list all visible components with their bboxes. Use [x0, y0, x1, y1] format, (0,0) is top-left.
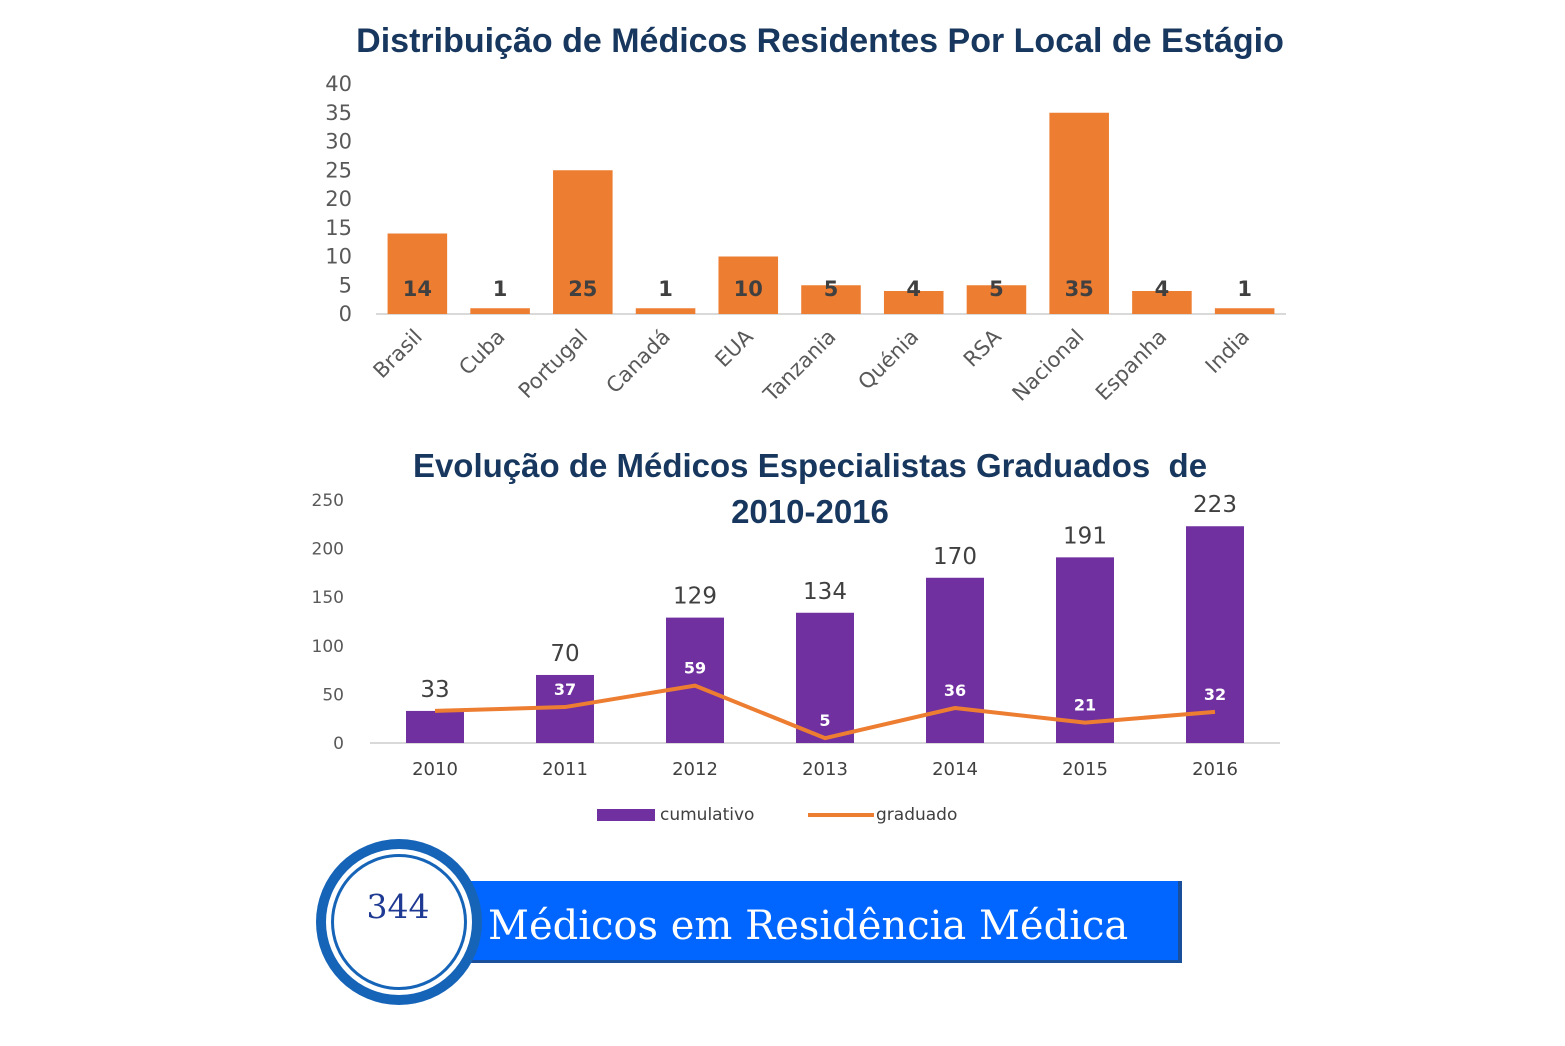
- bar-value-label: 5: [989, 277, 1004, 301]
- line-value-label: 32: [1204, 685, 1226, 704]
- bar-value-label: 14: [403, 277, 432, 301]
- legend-label-cumulativo: cumulativo: [660, 805, 754, 825]
- y-tick-label: 150: [312, 588, 344, 608]
- bar: [1049, 112, 1109, 314]
- bar: [635, 308, 696, 314]
- bar: [553, 170, 613, 314]
- graduates-title-line1: Evolução de Médicos Especialistas Gradua…: [412, 447, 1208, 484]
- bar-value-label: 4: [906, 277, 921, 301]
- line-value-label: 59: [684, 659, 706, 678]
- x-tick-label: 2011: [542, 759, 588, 780]
- legend-swatch-cumulativo: [597, 809, 655, 821]
- bar: [796, 612, 854, 743]
- y-tick-label: 100: [312, 637, 344, 657]
- bar-value-label: 170: [933, 544, 977, 570]
- bar: [966, 285, 1027, 314]
- residents-chart-title: Distribuição de Médicos Residentes Por L…: [356, 22, 1284, 60]
- y-tick-label: 250: [312, 491, 344, 511]
- bar-value-label: 33: [420, 677, 449, 703]
- bar-value-label: 25: [568, 277, 597, 301]
- legend-label-graduado: graduado: [876, 805, 957, 825]
- y-tick-label: 0: [339, 302, 352, 326]
- bar-value-label: 129: [673, 584, 717, 610]
- y-tick-label: 30: [325, 130, 352, 154]
- graduates-combo-chart: 0 50 100 150 200 250 33 2010 70 2011 129 2012 134 201…: [312, 491, 1280, 825]
- x-tick-label: 2010: [412, 759, 458, 780]
- x-tick-label: 2013: [802, 759, 848, 780]
- bar-value-label: 5: [824, 277, 839, 301]
- bar: [1214, 308, 1275, 314]
- x-tick-label: 2016: [1192, 759, 1238, 780]
- bar: [387, 233, 448, 314]
- y-tick-label: 10: [325, 245, 352, 269]
- bar-value-label: 191: [1063, 523, 1107, 549]
- bar: [470, 308, 530, 314]
- y-tick-label: 40: [325, 72, 352, 96]
- graduates-chart-title: Evolução de Médicos Especialistas Gradua…: [390, 443, 1230, 535]
- y-tick-label: 50: [322, 685, 344, 705]
- bar-value-label: 10: [734, 277, 763, 301]
- bar-value-label: 1: [1237, 277, 1252, 301]
- bar: [883, 291, 944, 314]
- summary-banner: Médicos em Residência Médica: [392, 881, 1182, 963]
- bar: [666, 617, 724, 743]
- bar-value-label: 35: [1065, 277, 1094, 301]
- bar-value-label: 1: [658, 277, 673, 301]
- bar: [718, 256, 779, 314]
- line-series: [434, 683, 1216, 741]
- bar: [1132, 291, 1192, 314]
- y-tick-label: 15: [325, 216, 352, 240]
- bar-value-label: 70: [550, 641, 579, 667]
- summary-badge: 344: [316, 839, 482, 1005]
- bar-value-label: 1: [493, 277, 508, 301]
- line-value-label: 36: [944, 681, 966, 700]
- x-tick-label: 2014: [932, 759, 978, 780]
- y-tick-label: 20: [325, 187, 352, 211]
- line-value-label: 5: [819, 711, 830, 730]
- bar: [1056, 557, 1114, 743]
- y-tick-label: 35: [325, 101, 352, 125]
- graduates-title-line2: 2010-2016: [731, 493, 889, 530]
- y-tick-label: 25: [325, 158, 352, 182]
- x-tick-label: 2012: [672, 759, 718, 780]
- bar-value-label: 4: [1155, 277, 1170, 301]
- bar-value-label: 223: [1193, 492, 1237, 518]
- bar: [1186, 526, 1244, 743]
- bar-value-label: 134: [803, 579, 847, 605]
- line-value-label: 37: [554, 680, 576, 699]
- y-tick-label: 5: [339, 273, 352, 297]
- bar: [406, 710, 464, 743]
- line-value-label: 21: [1074, 696, 1096, 715]
- bar: [926, 577, 984, 743]
- y-tick-label: 0: [333, 734, 344, 754]
- y-tick-label: 200: [312, 540, 344, 560]
- residents-bar-chart: 051015202530354014Brasil1Cuba25Portugal1…: [325, 72, 1286, 407]
- bar: [801, 285, 861, 314]
- summary-label: Médicos em Residência Médica: [488, 903, 1129, 949]
- summary-count: 344: [366, 887, 430, 926]
- x-tick-label: 2015: [1062, 759, 1108, 780]
